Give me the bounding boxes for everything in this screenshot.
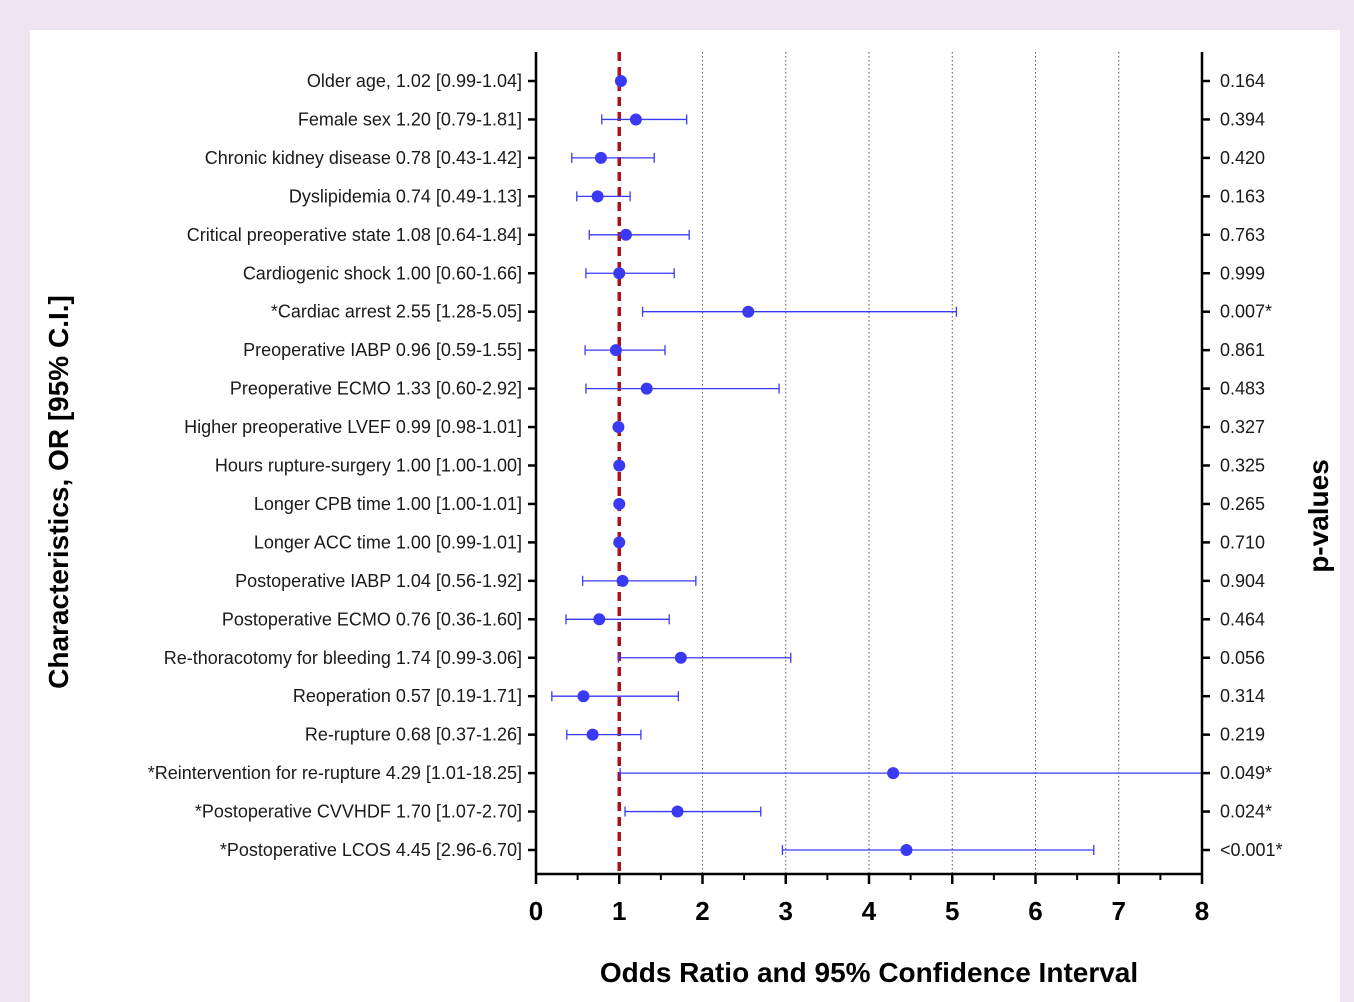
p-value: 0.219 — [1220, 725, 1265, 745]
p-value: 0.024* — [1220, 802, 1272, 822]
p-value: 0.483 — [1220, 379, 1265, 399]
x-tick-label-6: 6 — [1028, 896, 1042, 926]
row-label: *Reintervention for re-rupture 4.29 [1.0… — [148, 763, 522, 783]
row-label: Hours rupture-surgery 1.00 [1.00-1.00] — [215, 456, 522, 476]
x-tick-label-4: 4 — [862, 896, 877, 926]
x-tick-label-7: 7 — [1112, 896, 1126, 926]
y-axis-title: Characteristics, OR [95% C.I.] — [43, 295, 74, 689]
point-estimate — [614, 75, 627, 87]
row-label: Cardiogenic shock 1.00 [0.60-1.66] — [243, 263, 522, 283]
x-tick-label-1: 1 — [612, 896, 626, 926]
grid-lines — [702, 52, 1120, 874]
chart-card: Older age, 1.02 [0.99-1.04] Female sex 1.… — [30, 30, 1340, 1002]
row-label: Critical preoperative state 1.08 [0.64-1… — [187, 225, 522, 245]
p-value: 0.394 — [1220, 109, 1265, 129]
row-label: Preoperative ECMO 1.33 [0.60-2.92] — [230, 379, 522, 399]
point-estimate — [586, 728, 599, 741]
p-value: 0.163 — [1220, 186, 1265, 206]
point-estimate — [671, 805, 684, 818]
point-estimate — [900, 844, 913, 856]
x-tick-label-2: 2 — [695, 896, 709, 926]
p-value: 0.164 — [1220, 71, 1265, 91]
row-labels: Older age, 1.02 [0.99-1.04] Female sex 1.… — [148, 71, 522, 860]
row-label: *Cardiac arrest 2.55 [1.28-5.05] — [271, 302, 522, 322]
point-estimate — [619, 228, 632, 241]
p-value: 0.464 — [1220, 609, 1265, 629]
p-value: 0.049* — [1220, 763, 1272, 783]
row-label: Preoperative IABP 0.96 [0.59-1.55] — [243, 340, 522, 360]
row-label: Longer ACC time 1.00 [0.99-1.01] — [254, 532, 522, 552]
p-value: 0.327 — [1220, 417, 1265, 437]
point-estimate — [609, 344, 622, 357]
p-value: 0.420 — [1220, 148, 1265, 168]
point-estimate — [577, 690, 590, 703]
p-value: <0.001* — [1220, 840, 1283, 860]
p-value: 0.710 — [1220, 532, 1265, 552]
row-label: Re-rupture 0.68 [0.37-1.26] — [305, 725, 522, 745]
p-value: 0.056 — [1220, 648, 1265, 668]
point-estimate — [887, 767, 900, 780]
p-value-labels: 0.164 0.394 0.420 0.163 0.763 0.999 0.007* 0.86… — [1220, 71, 1283, 860]
data-marks — [551, 75, 1202, 856]
p-value: 0.763 — [1220, 225, 1265, 245]
point-estimate — [742, 305, 755, 318]
row-label: *Postoperative CVVHDF 1.70 [1.07-2.70] — [195, 802, 522, 822]
x-tick-label-5: 5 — [945, 896, 959, 926]
p-value: 0.325 — [1220, 456, 1265, 476]
row-label: Higher preoperative LVEF 0.99 [0.98-1.01… — [184, 417, 522, 437]
x-tick-label-0: 0 — [529, 896, 543, 926]
row-label: Longer CPB time 1.00 [1.00-1.01] — [254, 494, 522, 514]
row-label: Postoperative ECMO 0.76 [0.36-1.60] — [222, 609, 522, 629]
row-label: *Postoperative LCOS 4.45 [2.96-6.70] — [220, 840, 522, 860]
p-value: 0.265 — [1220, 494, 1265, 514]
point-estimate — [613, 267, 626, 280]
row-label: Reoperation 0.57 [0.19-1.71] — [293, 686, 522, 706]
x-tick-label-8: 8 — [1195, 896, 1209, 926]
p-value: 0.314 — [1220, 686, 1265, 706]
point-estimate — [593, 613, 606, 626]
p-value: 0.861 — [1220, 340, 1265, 360]
axes — [528, 52, 1210, 884]
point-estimate — [612, 421, 625, 434]
x-tick-labels: 0 1 2 3 4 5 6 7 8 — [529, 896, 1209, 926]
point-estimate — [640, 382, 653, 395]
row-label: Chronic kidney disease 0.78 [0.43-1.42] — [205, 148, 522, 168]
point-estimate — [613, 497, 626, 510]
row-label: Dyslipidemia 0.74 [0.49-1.13] — [289, 186, 522, 206]
point-estimate — [674, 651, 687, 664]
row-label: Older age, 1.02 [0.99-1.04] — [307, 71, 522, 91]
row-label: Female sex 1.20 [0.79-1.81] — [298, 109, 522, 129]
row-label: Postoperative IABP 1.04 [0.56-1.92] — [235, 571, 522, 591]
point-estimate — [613, 459, 626, 472]
forest-plot: Older age, 1.02 [0.99-1.04] Female sex 1.… — [43, 52, 1334, 988]
p-value: 0.904 — [1220, 571, 1265, 591]
point-estimate — [616, 574, 629, 587]
p-value: 0.007* — [1220, 302, 1272, 322]
row-label: Re-thoracotomy for bleeding 1.74 [0.99-3… — [164, 648, 522, 668]
point-estimate — [591, 190, 604, 203]
point-estimate — [594, 151, 607, 164]
point-estimate — [629, 113, 642, 126]
x-axis-title: Odds Ratio and 95% Confidence Interval — [600, 957, 1138, 988]
point-estimate — [613, 536, 626, 549]
p-value: 0.999 — [1220, 263, 1265, 283]
right-axis-title: p-values — [1303, 459, 1334, 573]
x-tick-label-3: 3 — [779, 896, 793, 926]
